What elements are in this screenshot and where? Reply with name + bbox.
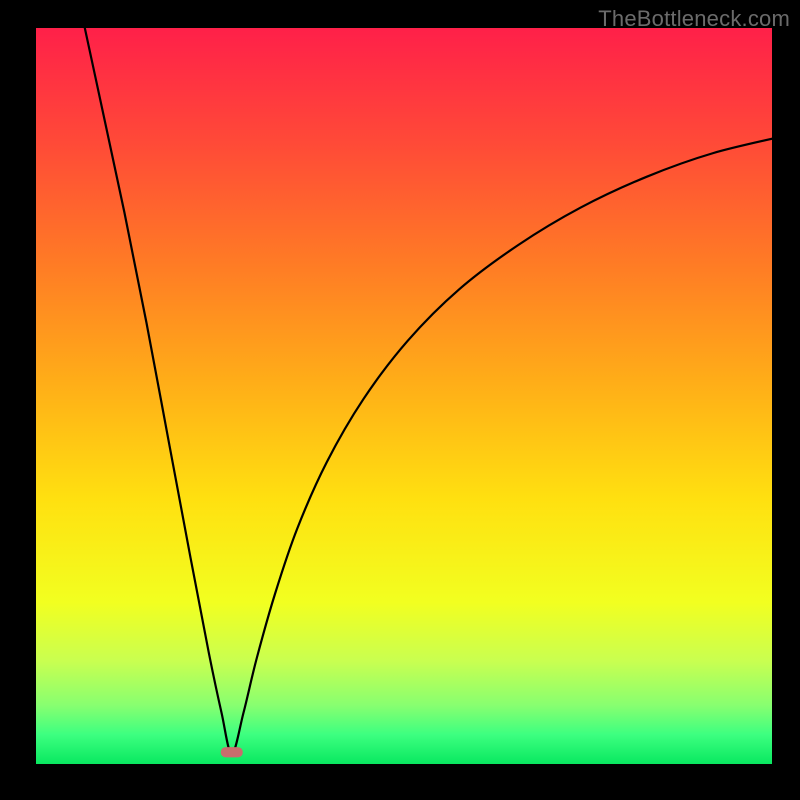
figure-root: TheBottleneck.com [0,0,800,800]
watermark-text: TheBottleneck.com [598,6,790,32]
bottleneck-chart-svg [0,0,800,800]
trough-marker [221,747,243,757]
gradient-background [36,28,772,764]
